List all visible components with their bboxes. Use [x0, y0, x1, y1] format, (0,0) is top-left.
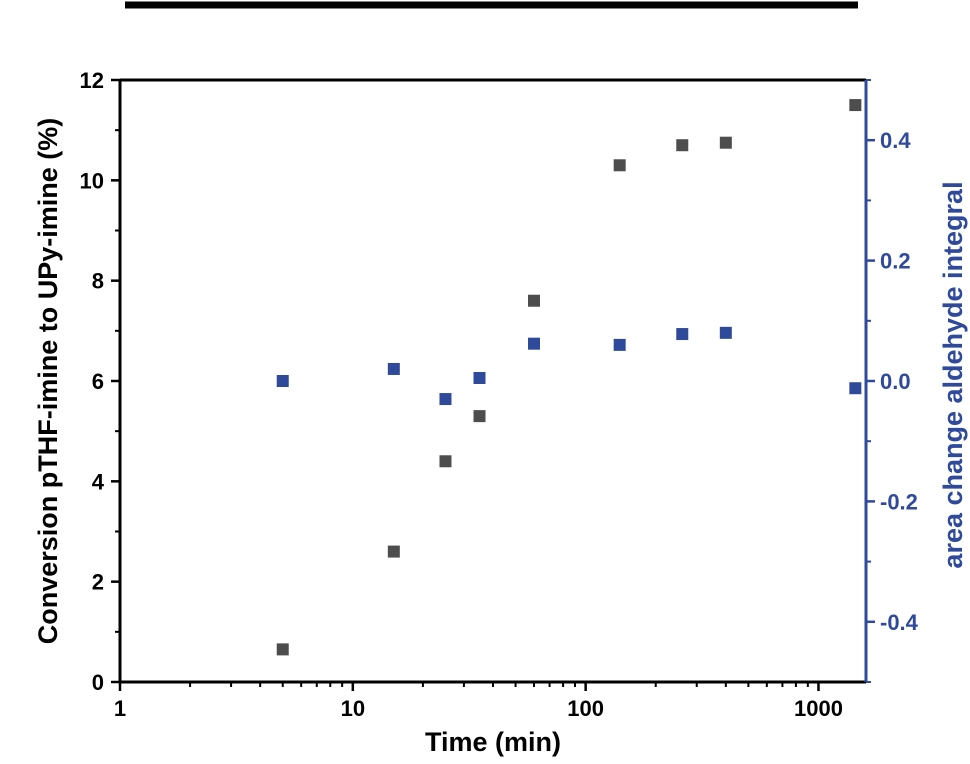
x-tick-label: 1	[114, 696, 126, 721]
aldehyde-point	[439, 393, 452, 406]
conversion-point	[849, 99, 862, 112]
x-tick-label: 10	[341, 696, 365, 721]
y-tick-label: 2	[92, 570, 104, 595]
aldehyde-point	[387, 362, 400, 375]
aldehyde-point	[613, 338, 626, 351]
conversion-point	[719, 136, 732, 149]
y-tick-label: 4	[92, 469, 105, 494]
aldehyde-point	[276, 375, 289, 387]
x-axis-label: Time (min)	[425, 727, 561, 757]
conversion-point	[527, 294, 540, 307]
conversion-point	[473, 410, 486, 423]
conversion-point	[676, 139, 689, 152]
aldehyde-point	[849, 382, 862, 395]
aldehyde-point	[473, 371, 486, 384]
x-tick-label: 100	[567, 696, 604, 721]
y-tick-label: 0	[92, 670, 104, 695]
y2-tick-label: -0.4	[880, 610, 919, 635]
y2-axis-label: area change aldehyde integral	[938, 181, 968, 568]
x-tick-label: 1000	[794, 696, 843, 721]
y2-tick-label: 0.2	[880, 249, 911, 274]
y2-tick-label: 0.0	[880, 369, 911, 394]
y2-tick-label: 0.4	[880, 128, 911, 153]
conversion-point	[613, 159, 626, 172]
axes-layer: 1 10 100 1000 0 2 4 6 8 10 12 -0.4 -0.2 0.0 0.2 0.4	[80, 68, 919, 721]
y-tick-label: 6	[92, 369, 104, 394]
points-layer	[276, 99, 862, 656]
y-tick-label: 8	[92, 269, 104, 294]
y-tick-label: 12	[80, 68, 104, 93]
y-axis-label: Conversion pTHF-imine to UPy-imine (%)	[33, 118, 63, 645]
conversion-point	[276, 643, 289, 656]
conversion-point	[387, 545, 400, 558]
y-tick-label: 10	[80, 168, 104, 193]
aldehyde-point	[676, 328, 689, 341]
y2-tick-label: -0.2	[880, 489, 918, 514]
aldehyde-point	[719, 326, 732, 339]
aldehyde-point	[527, 337, 540, 350]
conversion-point	[439, 455, 452, 468]
